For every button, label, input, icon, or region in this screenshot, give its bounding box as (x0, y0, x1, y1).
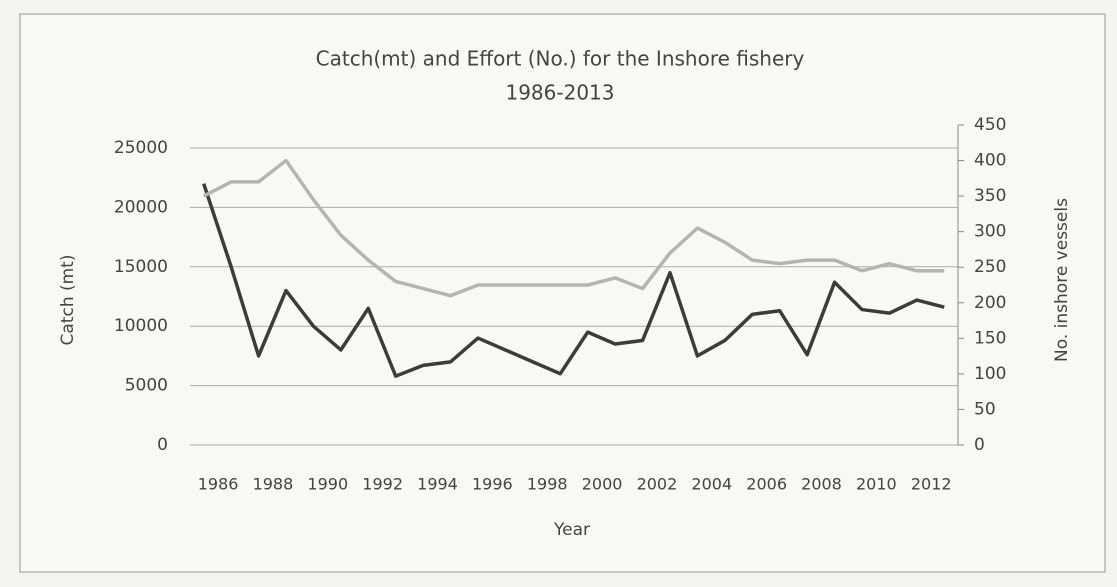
y-tick-label: 15000 (114, 257, 168, 277)
chart-title: Catch(mt) and Effort (No.) for the Insho… (316, 47, 805, 71)
y-tick-label: 20000 (114, 197, 168, 217)
y2-tick-label: 200 (974, 293, 1006, 313)
y2-tick-label: 50 (974, 399, 996, 419)
chart-subtitle: 1986-2013 (505, 81, 614, 105)
x-tick-label: 2006 (746, 475, 787, 494)
y-tick-label: 25000 (114, 138, 168, 158)
x-tick-label: 2010 (856, 475, 897, 494)
x-tick-label: 2000 (582, 475, 623, 494)
y2-tick-label: 100 (974, 364, 1006, 384)
x-tick-label: 1990 (307, 475, 348, 494)
y2-tick-label: 150 (974, 328, 1006, 348)
y-axis-title: Catch (mt) (58, 255, 78, 346)
chart-frame (19, 13, 1106, 573)
x-axis-title: Year (553, 520, 590, 540)
x-tick-label: 2004 (691, 475, 732, 494)
y2-tick-label: 0 (974, 435, 985, 455)
y2-tick-label: 400 (974, 151, 1006, 171)
x-tick-label: 2002 (637, 475, 678, 494)
x-tick-label: 2008 (801, 475, 842, 494)
y2-tick-label: 450 (974, 115, 1006, 135)
x-tick-label: 1988 (253, 475, 294, 494)
x-tick-label: 2012 (911, 475, 952, 494)
y2-tick-label: 250 (974, 257, 1006, 277)
x-tick-label: 1998 (527, 475, 568, 494)
x-tick-label: 1986 (198, 475, 239, 494)
series-line (202, 158, 945, 298)
y-tick-label: 5000 (125, 376, 168, 396)
y-tick-label: 0 (157, 435, 168, 455)
x-tick-label: 1996 (472, 475, 513, 494)
x-tick-label: 1994 (417, 475, 458, 494)
y2-tick-label: 350 (974, 186, 1006, 206)
y2-axis-title: No. inshore vessels (1052, 198, 1072, 362)
y-tick-label: 10000 (114, 316, 168, 336)
y2-tick-label: 300 (974, 222, 1006, 242)
series-line (202, 183, 945, 378)
x-tick-label: 1992 (362, 475, 403, 494)
